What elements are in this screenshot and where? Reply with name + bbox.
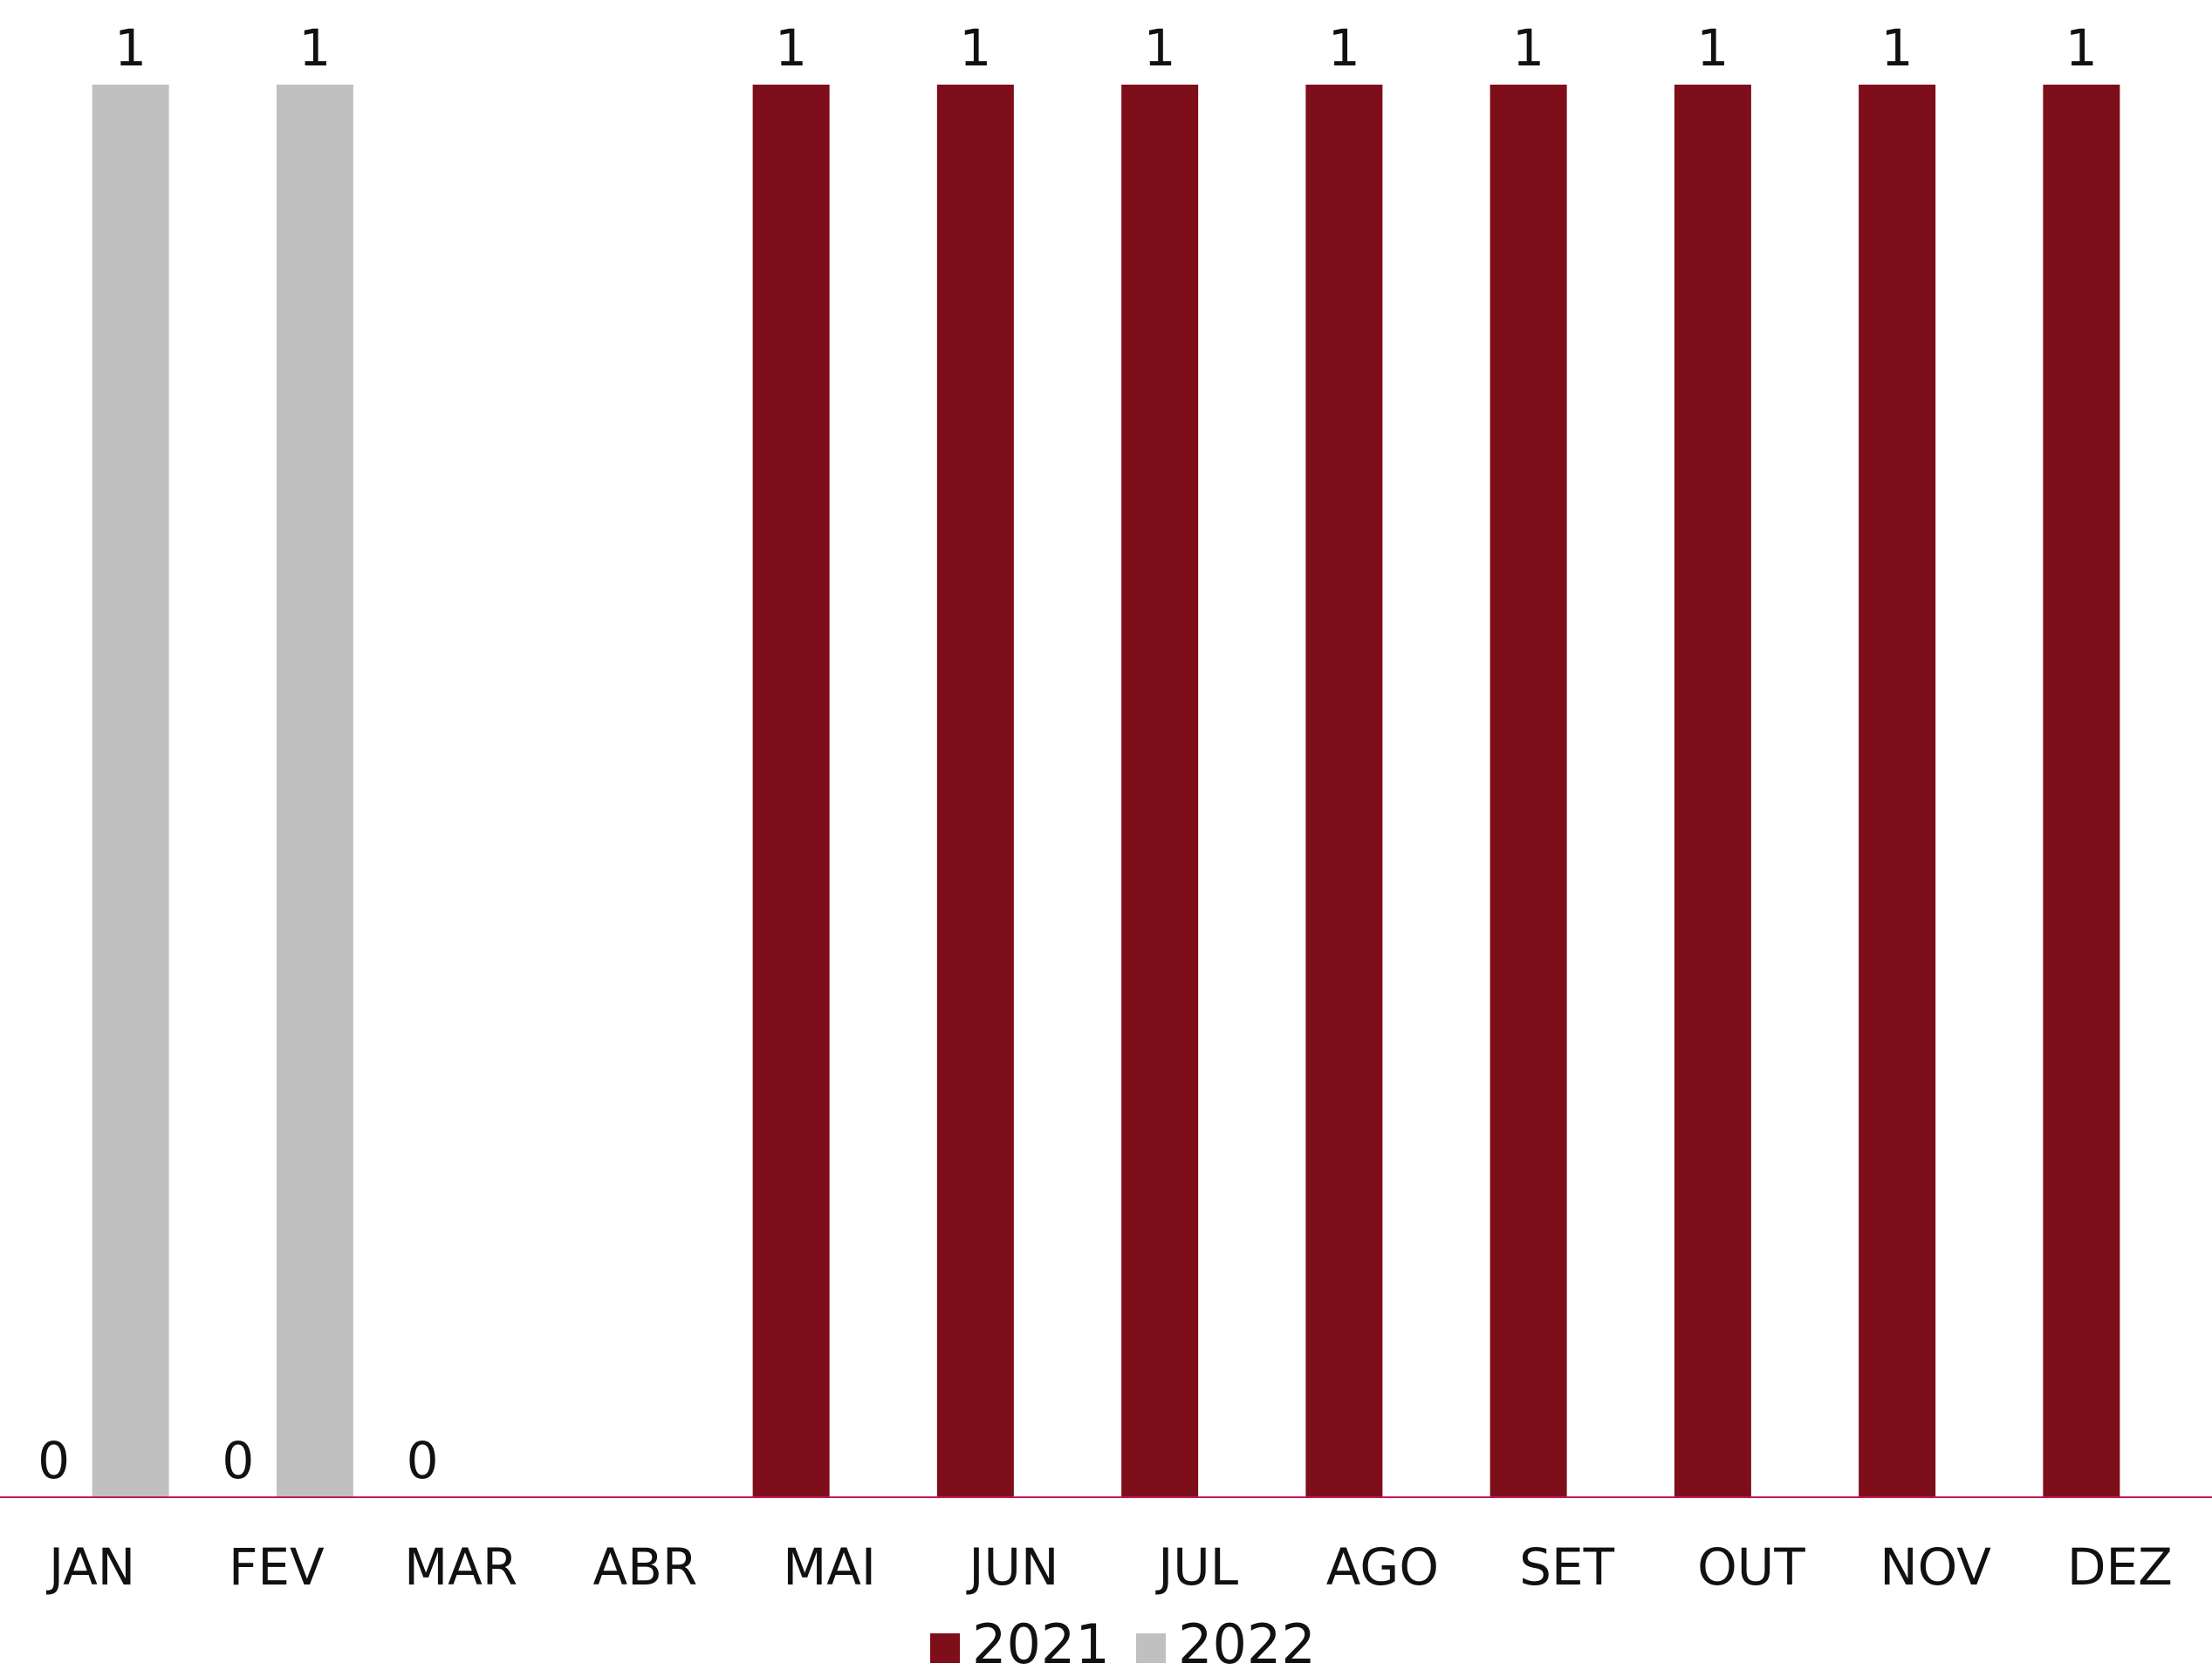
- category-label-dez: DEZ: [2067, 1537, 2173, 1597]
- category-label-ago: AGO: [1326, 1537, 1439, 1597]
- bar-2021-ago: [1305, 85, 1383, 1497]
- value-label-2021-jun: 1: [959, 18, 991, 78]
- value-label-2021-out: 1: [1696, 18, 1729, 78]
- legend: 2021 2022: [930, 1612, 1316, 1670]
- bar-2021-jun: [936, 85, 1014, 1497]
- bar-2021-mai: [752, 85, 830, 1497]
- bar-2021-jul: [1121, 85, 1199, 1497]
- category-label-jun: JUN: [966, 1537, 1058, 1597]
- value-label-2021-mar: 0: [407, 1431, 439, 1490]
- category-label-jul: JUL: [1155, 1537, 1238, 1597]
- bar-2021-dez: [2043, 85, 2120, 1497]
- bar-2021-out: [1674, 85, 1751, 1497]
- bar-2021-set: [1490, 85, 1567, 1497]
- value-label-2022-fev: 1: [298, 18, 331, 78]
- category-label-fev: FEV: [229, 1537, 325, 1597]
- legend-label-2022: 2022: [1178, 1612, 1316, 1670]
- value-label-2021-fev: 0: [222, 1431, 254, 1490]
- category-labels-group: JAN FEV MAR ABR MAI JUN JUL AGO SET OUT NOV DEZ: [46, 1537, 2173, 1597]
- value-label-2021-nov: 1: [1881, 18, 1914, 78]
- category-label-set: SET: [1519, 1537, 1614, 1597]
- category-label-out: OUT: [1697, 1537, 1805, 1597]
- value-label-2021-jul: 1: [1144, 18, 1176, 78]
- category-label-nov: NOV: [1880, 1537, 1991, 1597]
- category-label-abr: ABR: [592, 1537, 697, 1597]
- legend-swatch-2021: [930, 1633, 960, 1663]
- bar-2021-nov: [1859, 85, 1936, 1497]
- value-label-2021-set: 1: [1512, 18, 1544, 78]
- legend-swatch-2022: [1136, 1633, 1166, 1663]
- legend-label-2021: 2021: [972, 1612, 1110, 1670]
- bars-group: [92, 85, 2120, 1497]
- value-label-2022-jan: 1: [114, 18, 147, 78]
- value-label-2021-jan: 0: [38, 1431, 70, 1490]
- category-label-mai: MAI: [783, 1537, 876, 1597]
- category-label-jan: JAN: [46, 1537, 135, 1597]
- value-label-2021-dez: 1: [2065, 18, 2098, 78]
- value-label-2021-ago: 1: [1328, 18, 1360, 78]
- bar-2022-fev: [276, 85, 353, 1497]
- value-label-2021-mai: 1: [775, 18, 807, 78]
- value-labels-group: 0 1 0 1 0 1 1 1 1 1 1 1 1: [38, 18, 2098, 1490]
- category-label-mar: MAR: [404, 1537, 517, 1597]
- bar-2022-jan: [92, 85, 169, 1497]
